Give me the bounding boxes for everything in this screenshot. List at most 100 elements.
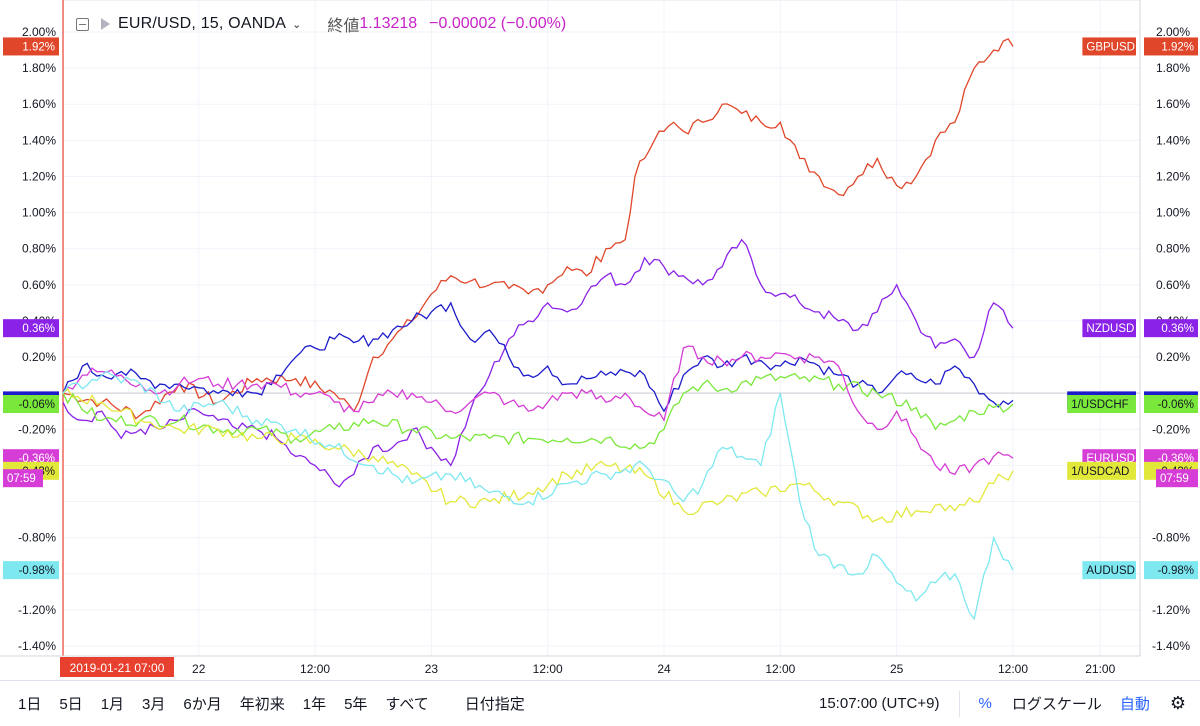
y-tick-label-left: -0.80% [18,531,56,545]
series-name-tag-1usdcad: 1/USDCAD [1071,466,1129,478]
y-tick-label-right: -1.20% [1152,603,1190,617]
range-5y[interactable]: 5年 [344,696,368,713]
y-tick-label-right: -1.40% [1152,639,1190,653]
series-name-tag-gbpusd-bg [1082,37,1136,56]
right-price-tag-1usdchf: -0.06% [1158,399,1194,411]
series-name-tag-1usdchf-bg [1067,395,1136,414]
series-line-nzdusd [62,238,1014,488]
series-name-tag-nzdusd: NZDUSD [1086,323,1134,335]
x-tick-label: 25 [890,662,904,676]
series-name-tag-1usdchf: 1/USDCHF [1071,399,1129,411]
left-price-tag-audusd-bg [3,561,59,580]
series-name-tag-audusd-bg [1082,561,1136,580]
right-price-tag-nzdusd-bg [1144,319,1198,338]
y-tick-label-right: 1.80% [1156,61,1190,75]
right-countdown: 07:59 [1160,473,1189,485]
y-tick-label-right: 0.20% [1156,350,1190,364]
series-line-eurusd [62,345,1014,476]
y-tick-label-left: 1.80% [22,61,56,75]
y-tick-label-left: -1.40% [18,639,56,653]
x-tick-label: 22 [192,662,206,676]
right-price-tag-audusd-bg [1144,561,1198,580]
collapse-icon[interactable] [76,17,89,31]
y-tick-label-left: 0.60% [22,278,56,292]
x-tick-label: 23 [425,662,439,676]
close-label: 終値 [327,18,360,35]
right-price-tag-gbpusd: 1.92% [1161,41,1194,53]
series-name-tag-audusd: AUDUSD [1086,565,1135,577]
date-range-button[interactable]: 日付指定 [464,696,525,713]
range-1y[interactable]: 1年 [302,696,327,713]
series-line-gbpusd [62,38,1014,420]
gear-icon[interactable]: ⚙ [1169,693,1186,713]
left-price-tag-gbpusd: 1.92% [22,41,55,53]
close-value: 1.13218 [359,15,418,32]
left-price-tag-1usdchf: -0.06% [19,399,55,411]
right-price-tag-nzdusd: 0.36% [1161,323,1194,335]
x-tick-label: 12:00 [998,662,1028,676]
x-tick-label: 21:00 [1085,662,1115,676]
range-1d[interactable]: 1日 [18,696,42,713]
series-line-1usdjpy [62,301,1014,413]
series-name-tag-nzdusd-bg [1082,319,1136,338]
toolbar-right: 15:07:00 (UTC+9) % ログスケール 自動 ⚙ [819,681,1200,726]
range-ytd[interactable]: 年初来 [239,696,285,713]
change-value: −0.00002 (−0.00%) [429,15,567,32]
clock[interactable]: 15:07:00 (UTC+9) [819,695,940,712]
y-tick-label-right: 1.00% [1156,206,1190,220]
y-tick-label-left: 1.40% [22,133,56,147]
price-axes: 2.00% 2.00% 1.80% 1.80% 1.60% 1.60% 1.40% 1.40%… [18,0,1190,656]
left-price-tag-gbpusd-bg [3,37,59,56]
crosshair-time-bg [60,657,174,677]
y-tick-label-left: -1.20% [18,603,56,617]
y-tick-label-left: 1.00% [22,206,56,220]
y-tick-label-left: 0.20% [22,350,56,364]
y-tick-label-right: -0.20% [1152,422,1190,436]
bottom-toolbar: 1日 5日 1月 3月 6か月 年初来 1年 5年 すべて 日付指定 15:07… [0,680,1200,726]
chart-canvas[interactable]: 2.00% 2.00% 1.80% 1.80% 1.60% 1.60% 1.40% 1.40%… [0,0,1200,680]
left-price-tag-nzdusd: 0.36% [22,323,55,335]
flag-icon[interactable] [101,18,110,30]
x-tick-label: 24 [657,662,671,676]
range-3m[interactable]: 3月 [142,696,166,713]
y-tick-label-right: 0.60% [1156,278,1190,292]
grid-lines [62,0,1141,657]
y-tick-label-right: 2.00% [1156,25,1190,39]
auto-scale-toggle[interactable]: 自動 [1119,696,1150,713]
series-lines [62,38,1014,621]
range-1m[interactable]: 1月 [100,696,125,713]
chart-legend: EUR/USD, 15, OANDA ⌄ 終値 1.13218 −0.00002… [76,11,566,37]
y-tick-label-right: -0.80% [1152,531,1190,545]
right-price-tag-1usdchf-bg [1144,395,1198,414]
y-tick-label-left: 0.80% [22,242,56,256]
range-all[interactable]: すべて [385,696,429,713]
divider [959,690,961,717]
right-price-tag-audusd: -0.98% [1158,565,1194,577]
right-price-tag-gbpusd-bg [1144,37,1198,56]
left-countdown: 07:59 [7,473,36,485]
series-line-1usdcad [62,387,1014,523]
symbol-label[interactable]: EUR/USD, 15, OANDA [118,15,287,32]
left-price-tag-audusd: -0.98% [19,565,55,577]
y-tick-label-right: 0.80% [1156,242,1190,256]
left-price-tag-nzdusd-bg [3,319,59,338]
percent-toggle[interactable]: % [978,695,992,712]
x-tick-label: 12:00 [765,662,795,676]
left-price-tag-1usdchf-bg [3,395,59,414]
y-tick-label-left: -0.20% [18,422,56,436]
range-6m[interactable]: 6か月 [183,696,222,713]
chevron-down-icon[interactable]: ⌄ [292,18,302,31]
x-tick-label: 12:00 [533,662,563,676]
range-5d[interactable]: 5日 [59,696,83,713]
plot-frame [62,0,1141,657]
chart-area[interactable]: 2.00% 2.00% 1.80% 1.80% 1.60% 1.60% 1.40% 1.40%… [0,0,1200,680]
right-countdown-bg [1156,469,1198,488]
left-countdown-bg [3,469,43,488]
series-name-tag-gbpusd: GBPUSD [1086,41,1135,53]
y-tick-label-left: 1.60% [22,97,56,111]
y-tick-label-left: 1.20% [22,169,56,183]
series-labels: 1.92%GBPUSD1.92%0.36%NZDUSD0.36%-0.04%1/… [3,37,1198,580]
x-tick-label: 12:00 [300,662,330,676]
time-axis: 22 12:00 23 12:00 24 12:00 25 12:00 21:00 2019-01… [0,655,1140,677]
log-scale-toggle[interactable]: ログスケール [1011,696,1102,713]
